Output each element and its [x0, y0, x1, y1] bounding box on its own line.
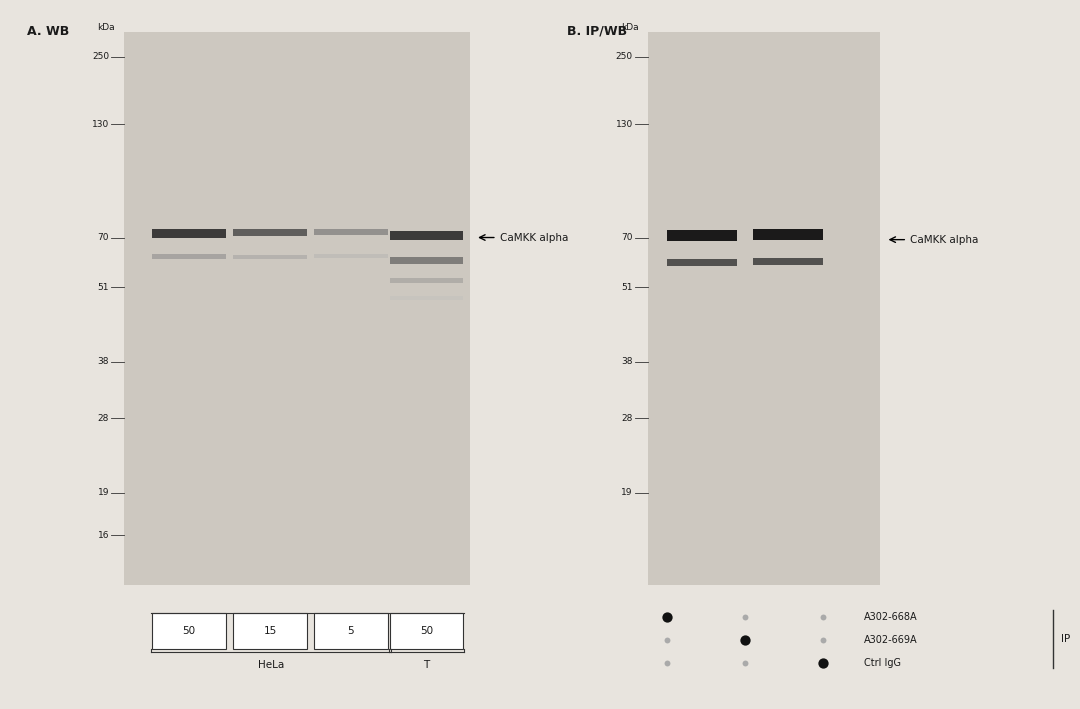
Point — [814, 657, 832, 669]
Bar — [390, 613, 463, 649]
Bar — [667, 259, 738, 266]
Text: A302-669A: A302-669A — [864, 635, 918, 644]
Point — [814, 634, 832, 645]
Text: 50: 50 — [420, 626, 433, 636]
Point — [659, 657, 676, 669]
Bar — [233, 228, 307, 236]
Bar — [648, 32, 880, 585]
Bar — [314, 613, 388, 649]
Text: CaMKK alpha: CaMKK alpha — [910, 235, 978, 245]
Bar — [754, 258, 823, 265]
Point — [737, 634, 754, 645]
Text: CaMKK alpha: CaMKK alpha — [500, 233, 568, 242]
Bar — [124, 32, 470, 585]
Bar — [233, 255, 307, 259]
Text: kDa: kDa — [621, 23, 638, 32]
Text: B. IP/WB: B. IP/WB — [567, 25, 627, 38]
Text: 130: 130 — [92, 120, 109, 128]
Bar — [390, 277, 463, 282]
Point — [737, 611, 754, 623]
Text: 250: 250 — [616, 52, 633, 61]
Point — [737, 657, 754, 669]
Bar — [754, 229, 823, 240]
Text: T: T — [423, 660, 430, 670]
Bar — [390, 230, 463, 240]
Text: 38: 38 — [97, 357, 109, 366]
Text: HeLa: HeLa — [258, 660, 284, 670]
Text: 15: 15 — [264, 626, 276, 636]
Bar — [390, 257, 463, 264]
Text: Ctrl IgG: Ctrl IgG — [864, 658, 901, 668]
Bar — [152, 228, 226, 238]
Bar — [390, 296, 463, 299]
Point — [814, 611, 832, 623]
Bar — [667, 230, 738, 241]
Point — [659, 611, 676, 623]
Bar — [233, 613, 307, 649]
Text: 250: 250 — [92, 52, 109, 61]
Text: 51: 51 — [621, 283, 633, 291]
Point — [659, 634, 676, 645]
Text: 16: 16 — [97, 531, 109, 540]
Text: 130: 130 — [616, 120, 633, 128]
Text: 19: 19 — [621, 489, 633, 497]
Text: A. WB: A. WB — [27, 25, 69, 38]
Text: IP: IP — [1061, 634, 1070, 644]
Text: 28: 28 — [97, 414, 109, 423]
Text: 5: 5 — [348, 626, 354, 636]
Text: 51: 51 — [97, 283, 109, 291]
Text: kDa: kDa — [97, 23, 114, 32]
Text: 38: 38 — [621, 357, 633, 366]
Bar — [152, 254, 226, 259]
Text: 70: 70 — [97, 233, 109, 242]
Text: 50: 50 — [183, 626, 195, 636]
Text: 70: 70 — [621, 233, 633, 242]
Bar — [314, 229, 388, 235]
Bar — [314, 254, 388, 257]
Bar — [152, 613, 226, 649]
Text: 19: 19 — [97, 489, 109, 497]
Text: 28: 28 — [621, 414, 633, 423]
Text: A302-668A: A302-668A — [864, 612, 918, 622]
